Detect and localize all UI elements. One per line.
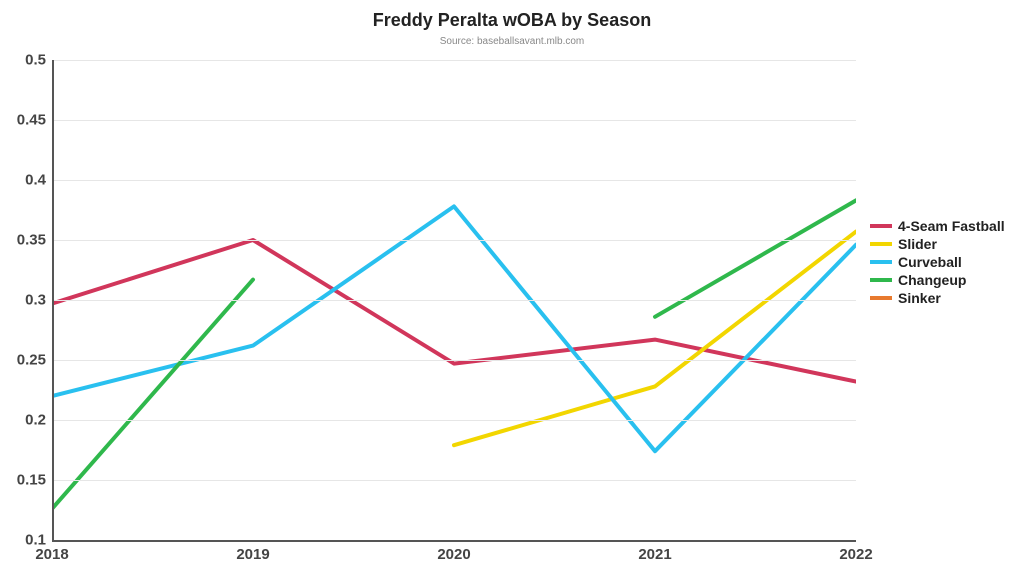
legend-swatch xyxy=(870,296,892,300)
series-line xyxy=(52,206,856,451)
legend-label: Slider xyxy=(898,236,937,252)
gridline xyxy=(52,240,856,241)
legend-swatch xyxy=(870,260,892,264)
legend-label: Changeup xyxy=(898,272,966,288)
y-tick-label: 0.35 xyxy=(2,232,46,249)
y-tick-label: 0.3 xyxy=(2,292,46,309)
legend-item: 4-Seam Fastball xyxy=(870,218,1005,234)
x-tick-label: 2018 xyxy=(35,546,68,563)
y-tick-label: 0.45 xyxy=(2,112,46,129)
legend-label: 4-Seam Fastball xyxy=(898,218,1005,234)
y-tick-label: 0.4 xyxy=(2,172,46,189)
gridline xyxy=(52,180,856,181)
x-tick-label: 2021 xyxy=(638,546,671,563)
legend-item: Slider xyxy=(870,236,1005,252)
x-tick-label: 2019 xyxy=(236,546,269,563)
chart-title: Freddy Peralta wOBA by Season xyxy=(0,10,1024,31)
y-tick-label: 0.5 xyxy=(2,52,46,69)
y-tick-label: 0.25 xyxy=(2,352,46,369)
legend-swatch xyxy=(870,224,892,228)
x-tick-label: 2022 xyxy=(839,546,872,563)
gridline xyxy=(52,300,856,301)
gridline xyxy=(52,420,856,421)
chart-subtitle: Source: baseballsavant.mlb.com xyxy=(0,36,1024,47)
legend-item: Sinker xyxy=(870,290,1005,306)
gridline xyxy=(52,60,856,61)
x-tick-label: 2020 xyxy=(437,546,470,563)
gridline xyxy=(52,120,856,121)
y-tick-label: 0.2 xyxy=(2,412,46,429)
y-axis xyxy=(52,60,54,540)
plot-area: 0.10.150.20.250.30.350.40.450.5201820192… xyxy=(52,60,856,540)
legend-item: Changeup xyxy=(870,272,1005,288)
legend-swatch xyxy=(870,242,892,246)
legend-item: Curveball xyxy=(870,254,1005,270)
x-axis xyxy=(52,540,856,542)
chart-container: { "chart": { "type": "line", "title": "F… xyxy=(0,0,1024,576)
gridline xyxy=(52,360,856,361)
legend-swatch xyxy=(870,278,892,282)
series-line xyxy=(52,280,253,509)
legend: 4-Seam Fastball Slider Curveball Changeup Si… xyxy=(870,218,1005,308)
legend-label: Curveball xyxy=(898,254,962,270)
gridline xyxy=(52,480,856,481)
y-tick-label: 0.15 xyxy=(2,472,46,489)
legend-label: Sinker xyxy=(898,290,941,306)
